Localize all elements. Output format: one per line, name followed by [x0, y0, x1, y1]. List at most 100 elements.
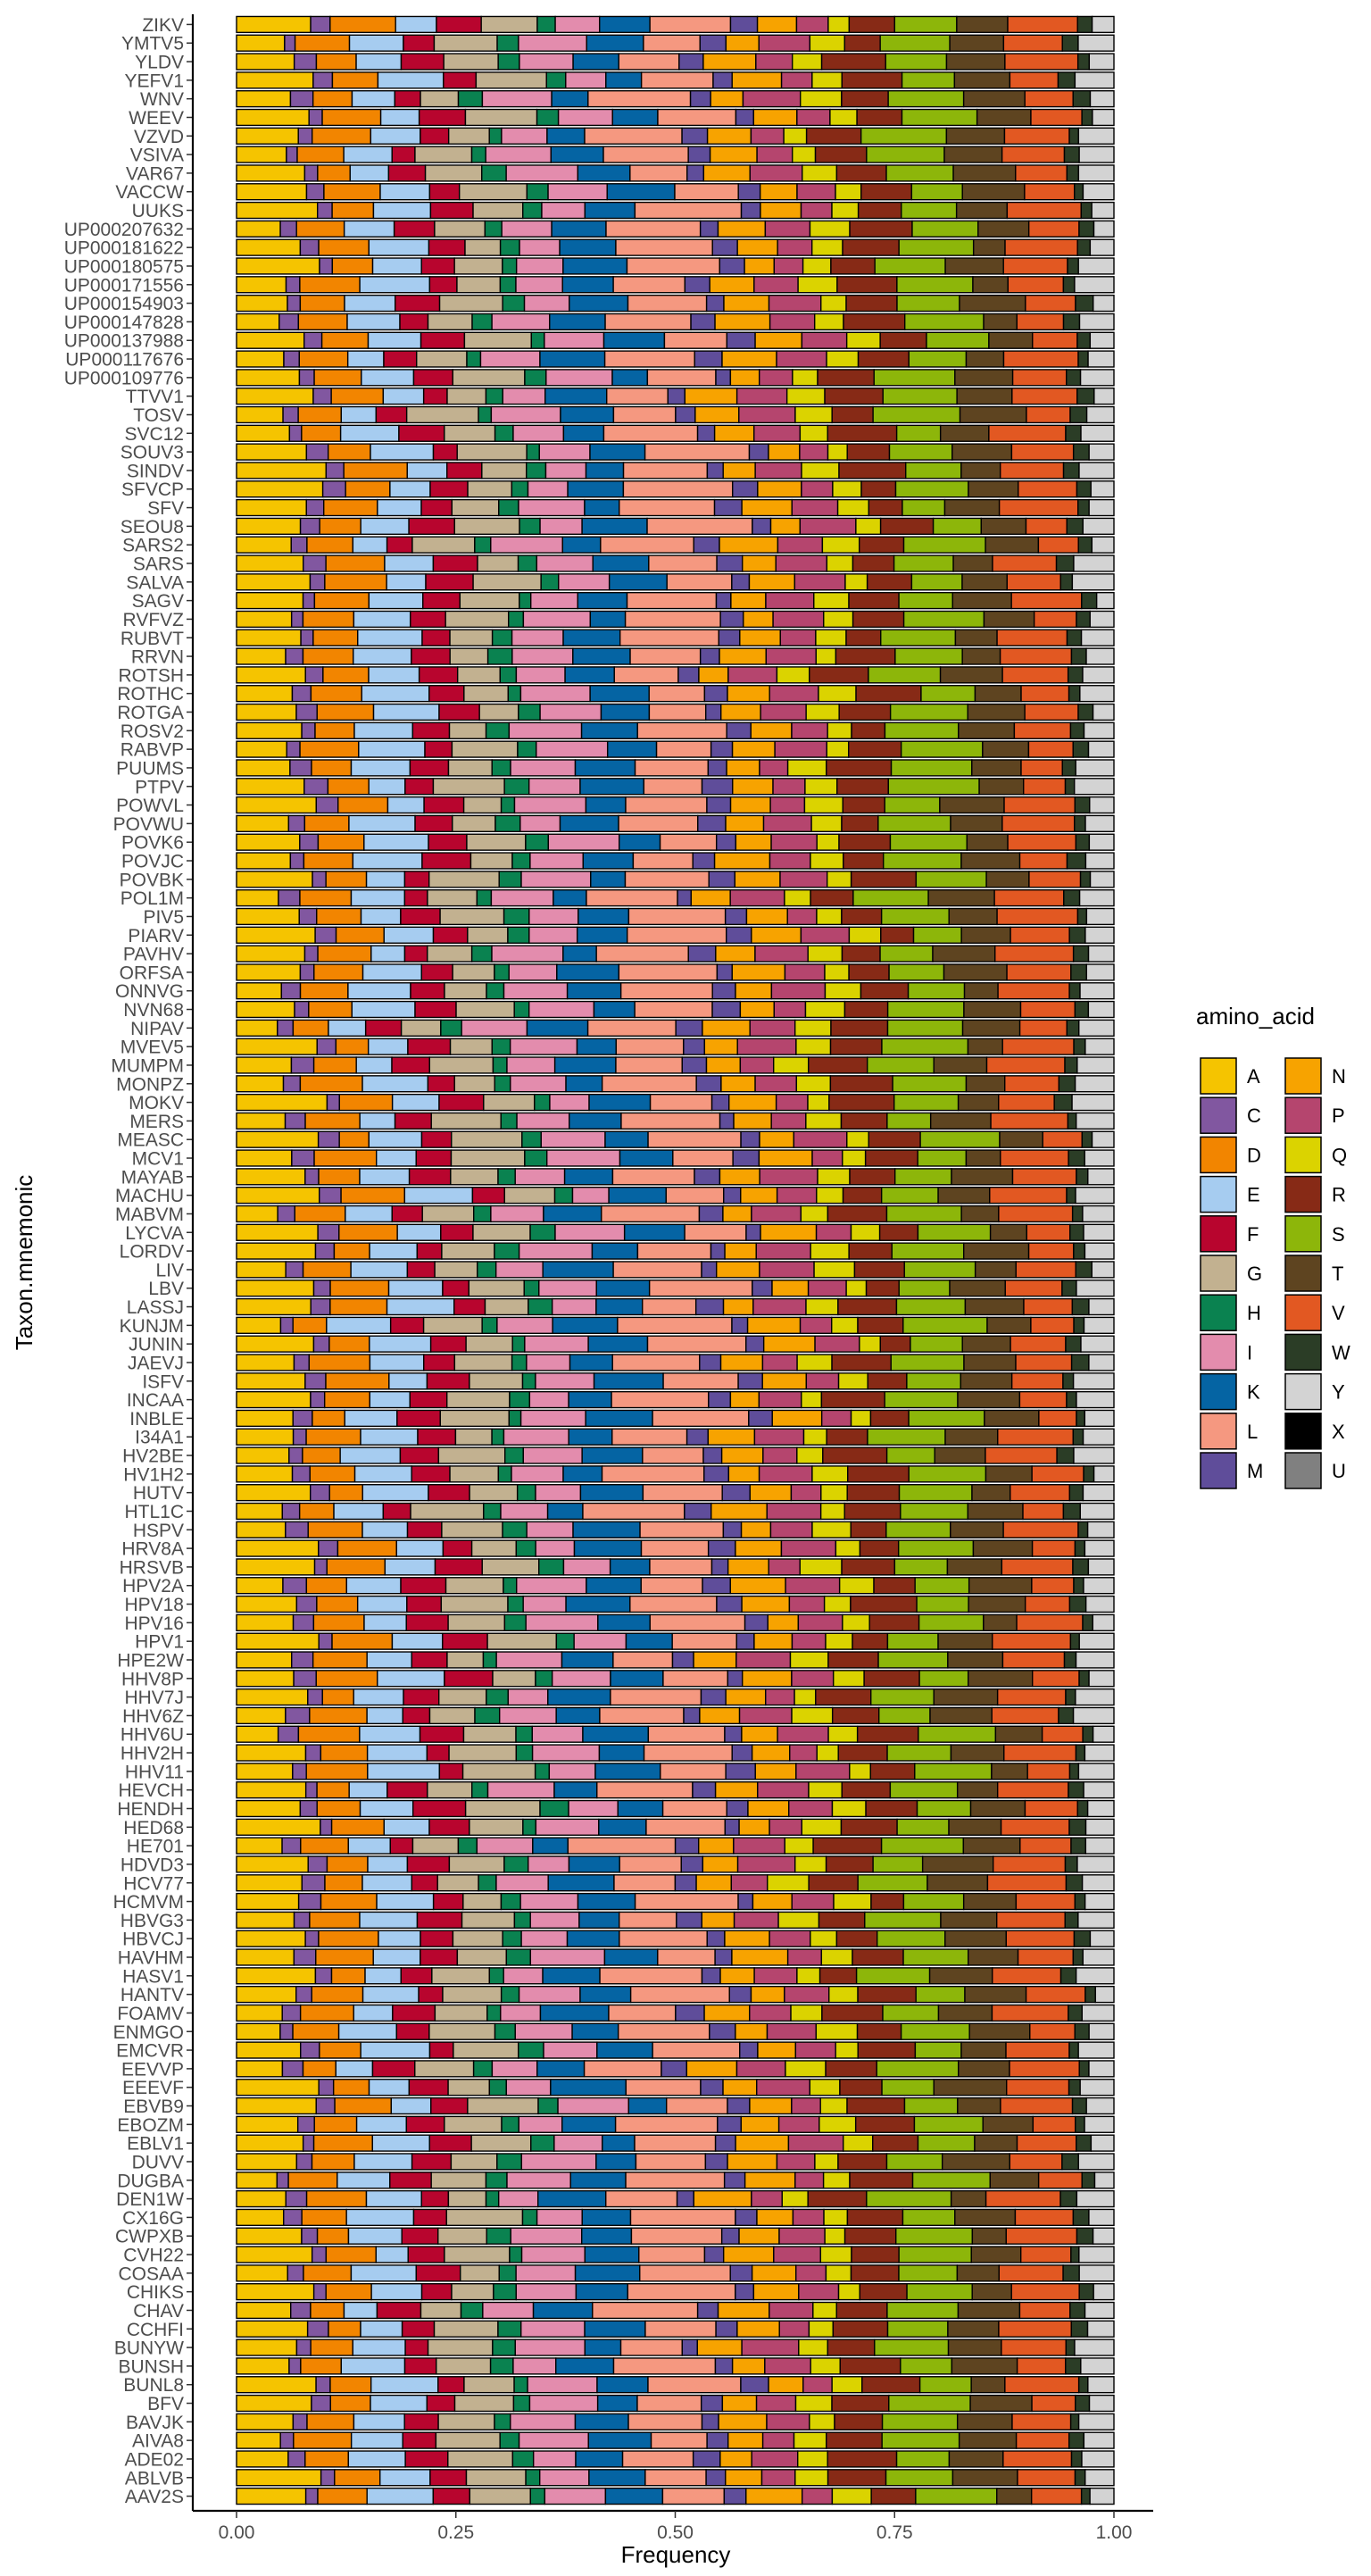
bar-segment-E	[360, 907, 402, 926]
bar-segment-M	[740, 201, 761, 220]
bar-segment-W	[1055, 554, 1075, 572]
bar-segment-K	[579, 1484, 644, 1502]
bar-segment-G	[469, 1818, 524, 1836]
bar-segment-R	[851, 721, 886, 739]
bar-segment-E	[395, 15, 437, 34]
bar-row	[236, 852, 1115, 870]
bar-segment-Q	[800, 1205, 829, 1223]
bar-segment-S	[867, 1428, 946, 1446]
bar-segment-W	[1076, 2134, 1093, 2152]
bar-segment-W	[1072, 945, 1090, 963]
bar-segment-F	[407, 2246, 445, 2263]
bar-segment-H	[496, 2153, 523, 2171]
bar-segment-H	[505, 1948, 532, 1966]
bar-segment-V	[1026, 1223, 1071, 1241]
bar-segment-Y	[1090, 2134, 1115, 2152]
bar-segment-K	[586, 34, 644, 52]
legend-label: X	[1332, 1421, 1345, 1443]
bar-segment-C	[279, 2431, 295, 2449]
bar-segment-T	[962, 90, 1026, 108]
bar-row	[236, 1186, 1115, 1205]
bar-segment-Y	[1071, 1093, 1115, 1112]
y-tick-label: ORFSA	[120, 963, 184, 983]
bar-segment-K	[569, 2172, 627, 2189]
bar-segment-M	[716, 1595, 743, 1613]
bar-segment-F	[395, 294, 441, 313]
bar-segment-Y	[1091, 15, 1115, 34]
bar-segment-R	[850, 1595, 918, 1613]
bar-segment-S	[901, 71, 956, 89]
bar-segment-D	[324, 573, 387, 591]
bar-segment-C	[295, 2153, 313, 2171]
bar-segment-K	[562, 629, 621, 646]
bar-segment-E	[369, 1335, 432, 1353]
bar-segment-P	[794, 2172, 825, 2189]
bar-segment-F	[442, 1280, 470, 1297]
bar-segment-F	[398, 424, 445, 442]
bar-segment-A	[236, 1446, 290, 1464]
bar-segment-V	[1025, 517, 1068, 536]
bar-row	[236, 164, 1115, 182]
bar-segment-W	[1075, 1261, 1093, 1279]
bar-segment-N	[745, 2487, 803, 2505]
bar-segment-I	[513, 796, 587, 814]
bar-segment-R	[849, 1168, 896, 1186]
bar-segment-C	[292, 1613, 315, 1632]
bar-segment-F	[412, 369, 453, 387]
bar-segment-H	[509, 2246, 523, 2263]
bar-segment-Q	[845, 1280, 868, 1297]
bar-segment-G	[416, 350, 468, 368]
bar-segment-K	[546, 127, 586, 145]
bar-segment-K	[561, 1651, 614, 1669]
bar-segment-M	[714, 2134, 736, 2152]
bar-segment-V	[1031, 2394, 1076, 2413]
bar-segment-C	[283, 350, 301, 368]
bar-row	[236, 1354, 1115, 1371]
y-tick-label: SOUV3	[120, 443, 184, 463]
y-tick-label: PAVHV	[123, 945, 184, 965]
bar-segment-M	[731, 1744, 753, 1762]
bar-segment-Y	[1082, 1948, 1115, 1966]
bar-segment-M	[687, 945, 717, 963]
bar-segment-M	[725, 1763, 756, 1780]
bar-segment-Y	[1079, 982, 1115, 1000]
bar-segment-D	[318, 1930, 379, 1947]
bar-segment-E	[350, 2431, 403, 2449]
bar-segment-W	[1065, 2338, 1076, 2356]
bar-segment-Q	[810, 1930, 838, 1947]
bar-segment-F	[422, 388, 448, 405]
bar-segment-N	[741, 498, 793, 517]
bar-segment-D	[297, 313, 348, 331]
bar-segment-C	[281, 1837, 302, 1855]
bar-segment-V	[1032, 2115, 1076, 2133]
bar-segment-R	[842, 238, 900, 256]
bar-segment-Y	[1083, 1316, 1115, 1335]
bar-segment-T	[956, 2264, 1001, 2282]
bar-segment-R	[873, 1577, 916, 1595]
bar-segment-C	[304, 1781, 318, 1799]
legend-label: D	[1247, 1144, 1261, 1166]
bar-segment-A	[236, 1168, 306, 1186]
bar-segment-Y	[1077, 2413, 1115, 2430]
bar-segment-W	[1059, 1967, 1077, 1985]
bar-segment-T	[952, 554, 993, 572]
bar-segment-A	[236, 2060, 284, 2078]
bar-segment-E	[345, 2208, 415, 2227]
bar-segment-Q	[794, 1855, 827, 1873]
bar-segment-G	[449, 1038, 494, 1055]
bar-segment-Y	[1089, 2487, 1115, 2505]
bar-segment-H	[496, 34, 519, 52]
bar-segment-P	[769, 685, 819, 703]
y-tick-label: SFVCP	[121, 479, 184, 500]
bar-segment-C	[283, 2208, 303, 2227]
bar-segment-F	[432, 1892, 464, 1911]
bar-segment-H	[483, 1502, 502, 1521]
bar-row	[236, 833, 1115, 851]
bar-segment-A	[236, 1521, 287, 1538]
bar-segment-G	[453, 1354, 513, 1371]
bar-segment-M	[676, 1911, 702, 1930]
bar-segment-S	[895, 2450, 951, 2468]
bar-segment-H	[503, 1855, 529, 1873]
bar-segment-W	[1066, 852, 1087, 870]
